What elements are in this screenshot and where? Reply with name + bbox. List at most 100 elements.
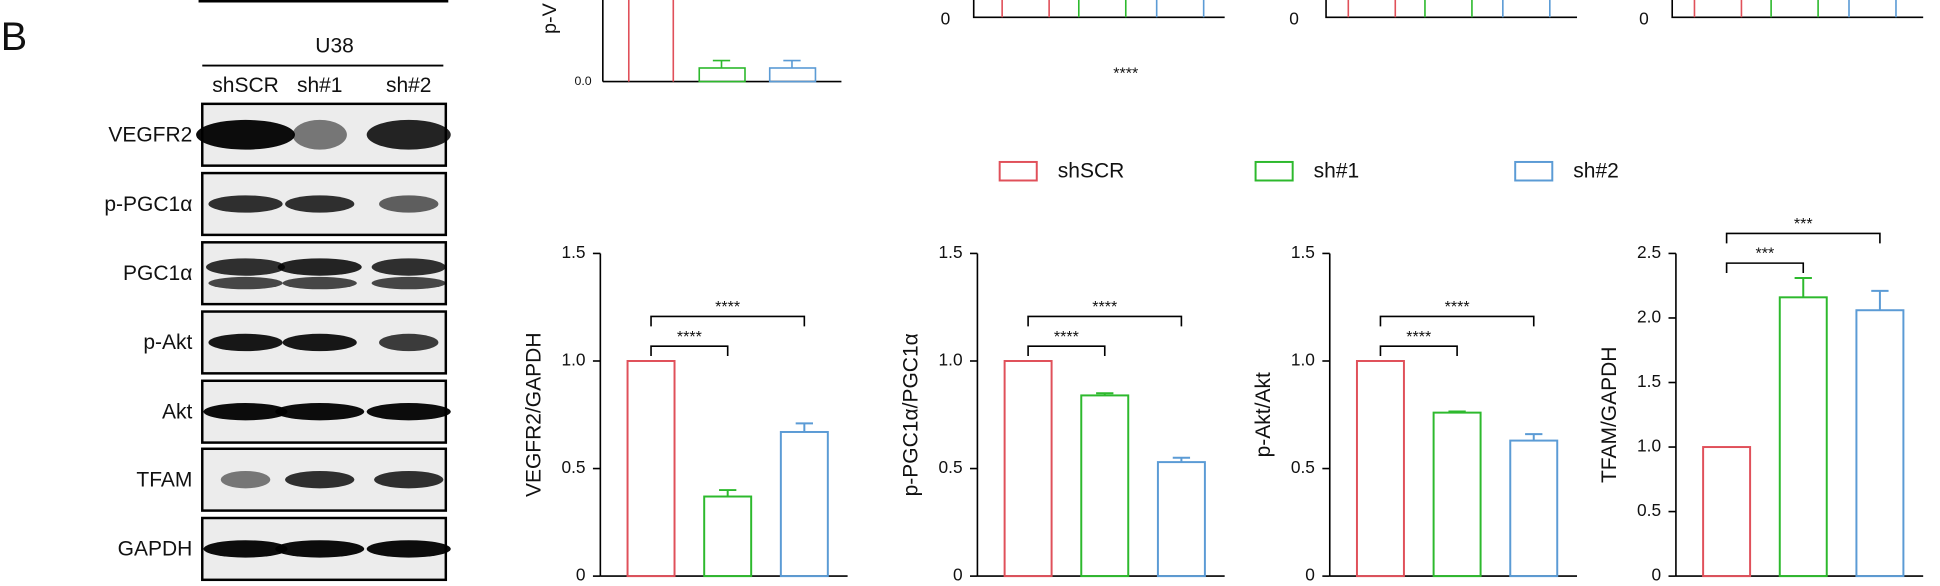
row-label: VEGFR2	[108, 124, 192, 147]
bar	[1702, 446, 1752, 578]
significance-bracket	[650, 315, 806, 327]
y-tick-label: 1.5	[561, 242, 585, 262]
lane-label: sh#1	[297, 74, 343, 97]
bar	[1778, 296, 1828, 578]
legend-swatch	[1254, 160, 1294, 182]
significance-label: ****	[1445, 298, 1470, 316]
row-label: TFAM	[136, 468, 192, 491]
error-bar	[1172, 456, 1191, 463]
y-tick-label: 1.5	[939, 242, 963, 262]
significance-label: ****	[715, 298, 740, 316]
blot-band	[275, 540, 365, 558]
blot-band	[196, 119, 295, 150]
y-tick-label: 0	[576, 565, 586, 585]
blot-band	[366, 119, 451, 150]
significance-bracket	[1379, 315, 1535, 327]
blot-band	[203, 540, 288, 558]
legend-label: sh#1	[1314, 159, 1360, 182]
y-tick-label: 1.0	[561, 350, 585, 370]
y-tick-label: 0.5	[1637, 500, 1661, 520]
blot-band	[371, 276, 446, 290]
y-tick-label: 2.0	[1637, 307, 1661, 327]
bar	[1003, 360, 1053, 578]
bar	[1355, 360, 1405, 578]
bar	[626, 360, 676, 578]
blot-band	[285, 195, 355, 213]
bar	[1156, 461, 1206, 578]
significance-bracket	[1379, 345, 1458, 357]
error-bar	[1448, 410, 1466, 413]
lane-label: sh#2	[386, 74, 432, 97]
error-bar	[719, 489, 737, 497]
y-axis-label: p-PGC1α/PGC1α	[899, 333, 922, 496]
bar	[1855, 309, 1905, 578]
y-tick-label: 2.5	[1637, 242, 1661, 262]
fragment-zero: 0	[1639, 8, 1649, 28]
blot-band	[205, 258, 286, 276]
legend-swatch	[1514, 160, 1554, 182]
y-axis-label: p-Akt/Akt	[1252, 372, 1275, 457]
blot-band	[282, 276, 357, 290]
legend-label: sh#2	[1573, 159, 1619, 182]
y-tick-label: 0.5	[939, 457, 963, 477]
y-tick-label: 0.5	[1291, 457, 1315, 477]
blot-band	[374, 471, 444, 489]
y-tick-label: 0	[953, 565, 963, 585]
row-label: Akt	[162, 400, 193, 423]
fragment-stars: ****	[1113, 64, 1138, 82]
significance-label: ****	[1092, 298, 1117, 316]
y-tick-label: 1.5	[1291, 242, 1315, 262]
panel-label: B	[1, 15, 27, 59]
significance-bracket	[1725, 262, 1805, 274]
blot-band	[208, 333, 283, 352]
fragment-marks	[602, 0, 1924, 83]
blot-band	[366, 403, 451, 421]
blot-band	[203, 403, 288, 421]
blot-band	[379, 333, 439, 352]
legend-swatch	[998, 160, 1038, 182]
cell-line: U38	[315, 35, 354, 58]
fragment-zero: 0	[941, 8, 951, 28]
lane-label: shSCR	[212, 74, 279, 97]
y-tick-label: 1.0	[939, 350, 963, 370]
blot-band	[220, 471, 271, 489]
bar	[1432, 411, 1482, 578]
bar	[1509, 439, 1559, 578]
y-tick-label: 1.0	[1291, 350, 1315, 370]
bar	[779, 430, 829, 578]
row-label: p-Akt	[143, 331, 192, 354]
fragment-tick: 0.0	[575, 74, 592, 88]
y-tick-label: 1.5	[1637, 371, 1661, 391]
blot-band	[208, 276, 283, 290]
row-label: p-PGC1α	[104, 193, 192, 216]
significance-label: ***	[1794, 215, 1813, 233]
error-bar	[1096, 392, 1114, 396]
blot-band	[275, 403, 365, 421]
error-bar	[795, 422, 813, 432]
blot-band	[208, 195, 283, 213]
y-tick-label: 0	[1651, 565, 1661, 585]
fragment-ylabel: p-V	[539, 2, 561, 34]
significance-bracket	[650, 345, 729, 357]
significance-label: ***	[1756, 245, 1775, 263]
bar	[1080, 394, 1130, 578]
blot-band	[379, 195, 439, 213]
blot-band	[371, 258, 446, 276]
blot-band	[282, 333, 357, 352]
error-bar	[1794, 276, 1812, 298]
significance-label: ****	[1406, 328, 1431, 346]
y-tick-label: 0	[1305, 565, 1315, 585]
fragment-zero: 0	[1289, 8, 1299, 28]
row-label: GAPDH	[118, 538, 193, 561]
row-label: PGC1α	[123, 262, 192, 285]
blot-band	[285, 471, 355, 489]
y-tick-label: 1.0	[1637, 436, 1661, 456]
y-axis-label: TFAM/GAPDH	[1598, 347, 1621, 484]
bar	[703, 495, 753, 578]
blot-band	[292, 119, 347, 150]
y-tick-label: 0.5	[561, 457, 585, 477]
error-bar	[1871, 289, 1889, 311]
significance-label: ****	[1054, 328, 1079, 346]
